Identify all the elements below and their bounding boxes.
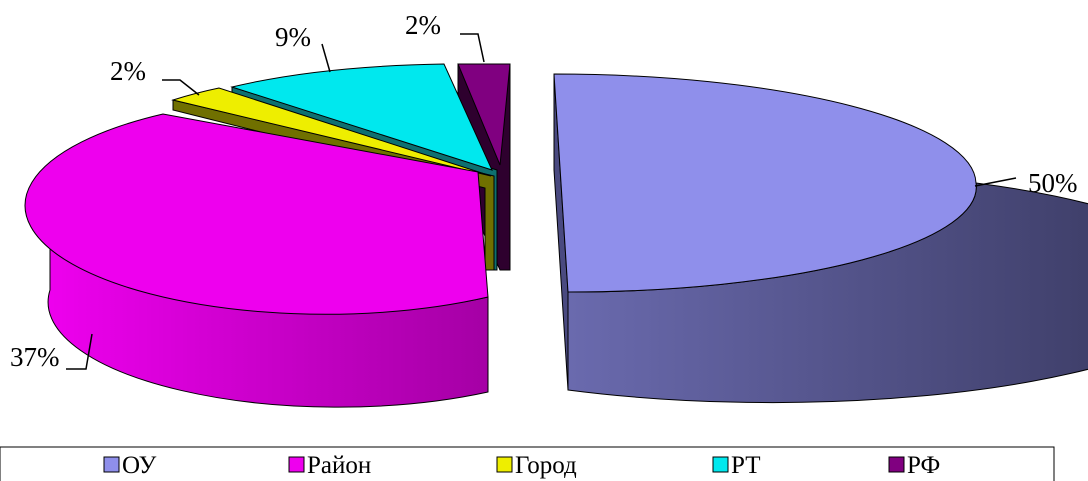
legend-label-rayon: Район [307,452,371,479]
legend-label-gorod: Город [515,452,577,479]
leader-2-gorod [162,79,200,96]
slice-rf-top [457,63,511,166]
legend-swatch-ou [103,456,120,473]
legend-item-rayon: Район [288,452,371,479]
legend-item-gorod: Город [496,452,577,479]
slice-ou-top [553,73,977,293]
legend-label-rt: РТ [731,452,760,479]
label-ou: 50% [1028,168,1078,198]
slice-rayon-top [24,113,489,315]
legend-swatch-gorod [496,456,513,473]
legend: ОУ Район Город РТ РФ [0,446,1055,481]
leader-37 [66,333,93,370]
legend-box [0,446,1055,481]
legend-swatch-rt [712,456,729,473]
legend-swatch-rayon [288,456,305,473]
slice-ou [553,73,1088,404]
leader-9 [321,43,331,73]
legend-swatch-rf [888,456,905,473]
leader-2-rf [460,33,485,63]
leader-50 [974,177,1017,187]
label-gorod: 2% [110,56,146,86]
label-rt: 9% [275,22,311,52]
label-rf: 2% [405,10,441,40]
legend-item-rt: РТ [712,452,760,479]
legend-label-ou: ОУ [122,452,157,479]
legend-item-rf: РФ [888,452,940,479]
slice-gorod-top [171,87,492,177]
leader-lines [66,33,1017,370]
label-rayon: 37% [10,342,60,372]
legend-item-ou: ОУ [103,452,157,479]
slice-rayon [24,113,489,408]
legend-label-rf: РФ [907,452,940,479]
